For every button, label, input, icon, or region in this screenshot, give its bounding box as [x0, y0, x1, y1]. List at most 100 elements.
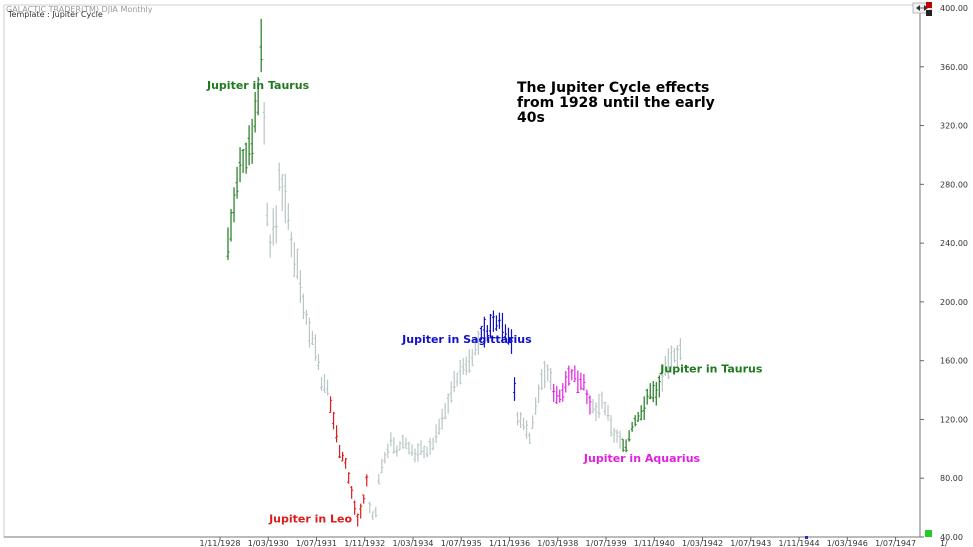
- pin-icon[interactable]: [926, 2, 932, 16]
- ohlc-bar: [289, 231, 293, 258]
- ohlc-bar: [500, 312, 504, 343]
- ohlc-bar: [633, 415, 637, 427]
- ohlc-bar: [283, 173, 287, 224]
- x-tick-label: 1/03/1942: [682, 539, 723, 547]
- ohlc-bar: [229, 208, 233, 242]
- ohlc-bar: [482, 316, 486, 348]
- ohlc-bar: [642, 396, 646, 420]
- ohlc-bar: [392, 437, 396, 454]
- ohlc-bar: [250, 118, 254, 164]
- ohlc-bar: [510, 329, 514, 354]
- timeline-marker: [805, 536, 808, 539]
- ohlc-bar: [549, 368, 553, 391]
- ohlc-bar: [669, 345, 673, 368]
- ohlc-bar: [494, 315, 498, 331]
- ohlc-bar: [621, 438, 625, 452]
- ohlc-bar: [262, 102, 266, 145]
- y-tick-label: 360.00: [940, 63, 968, 72]
- ohlc-bar: [310, 330, 314, 346]
- chart-title-line-2: from 1928 until the early: [517, 95, 715, 111]
- ohlc-bar: [597, 393, 601, 419]
- ohlc-bar: [645, 388, 649, 405]
- x-tick-label: 1/07/1943: [730, 539, 771, 547]
- ohlc-bar: [585, 389, 589, 405]
- ohlc-bar: [368, 501, 372, 514]
- y-tick-label: 200.00: [940, 298, 968, 307]
- y-tick-label: 160.00: [940, 357, 968, 366]
- ohlc-bar: [256, 77, 260, 116]
- annotations: Jupiter in Taurus Jupiter in Leo Jupiter i…: [206, 79, 763, 525]
- ohlc-bar: [467, 349, 471, 373]
- template-label: Template : Jupiter Cycle: [7, 10, 103, 19]
- ohlc-bar: [247, 125, 251, 166]
- ohlc-bar: [226, 227, 230, 260]
- ohlc-bar: [265, 202, 269, 227]
- ohlc-bar: [657, 375, 661, 398]
- ohlc-bar: [335, 425, 339, 443]
- ohlc-bar: [329, 396, 333, 413]
- ohlc-bar: [419, 440, 423, 455]
- ohlc-bar: [440, 408, 444, 430]
- x-axis-ticks: 1/11/1928 1/03/1930 1/07/1931 1/11/1932 1/03…: [199, 537, 948, 547]
- ohlc-bar: [244, 142, 248, 174]
- x-tick-label: 1/11/1936: [489, 539, 530, 547]
- ohlc-bar: [579, 372, 583, 391]
- ohlc-bar: [280, 173, 284, 212]
- ohlc-bar: [615, 429, 619, 443]
- ohlc-bar: [413, 448, 417, 463]
- ohlc-bar: [332, 411, 336, 430]
- annotation-label: Jupiter in Taurus: [206, 79, 310, 92]
- ohlc-bar: [519, 412, 523, 429]
- ohlc-bar: [654, 381, 658, 406]
- ohlc-bar: [313, 334, 317, 361]
- ohlc-bar: [534, 397, 538, 415]
- ohlc-bar: [395, 445, 399, 457]
- ohlc-bar: [522, 417, 526, 431]
- ohlc-bar: [341, 451, 345, 462]
- ohlc-bar: [401, 434, 405, 449]
- ohlc-bar: [437, 418, 441, 435]
- x-tick-label: 1/07/1947: [875, 539, 916, 547]
- ohlc-bar: [268, 234, 272, 258]
- ohlc-bar: [398, 441, 402, 451]
- ohlc-bar: [365, 474, 369, 487]
- ohlc-bar: [362, 494, 366, 504]
- x-tick-label: 1/07/1939: [586, 539, 627, 547]
- ohlc-bar: [434, 424, 438, 443]
- x-tick-label: 1/11/1944: [779, 539, 820, 547]
- ohlc-bar: [552, 383, 556, 403]
- ohlc-bar: [443, 402, 447, 420]
- ohlc-bar: [374, 506, 378, 518]
- ohlc-bar: [651, 381, 655, 403]
- y-axis-ticks: 40.00 80.00 120.00 160.00 200.00 240.00 280.00…: [920, 4, 968, 542]
- ohlc-bar: [286, 203, 290, 230]
- plot-frame: [3, 4, 921, 538]
- y-tick-label: 80.00: [940, 474, 963, 483]
- ohlc-bar: [618, 430, 622, 449]
- ohlc-bar: [528, 432, 532, 444]
- ohlc-bar: [455, 372, 459, 387]
- symbol-line: GALACTIC TRADER(TM) DJIA Monthly: [6, 5, 153, 14]
- ohlc-bar: [235, 166, 239, 199]
- ohlc-bar: [663, 355, 667, 377]
- ohlc-bar: [259, 18, 263, 73]
- ohlc-bar: [491, 310, 495, 332]
- ohlc-bar: [573, 365, 577, 383]
- x-tick-label: 1/07/1935: [441, 539, 482, 547]
- ohlc-bar: [564, 371, 568, 393]
- ohlc-bar: [555, 386, 559, 405]
- ohlc-bar: [567, 365, 571, 386]
- ohlc-bar: [497, 312, 501, 329]
- ohlc-bar: [648, 383, 652, 400]
- ohlc-bar: [304, 309, 308, 325]
- ohlc-bar: [606, 404, 610, 421]
- ohlc-bar: [449, 381, 453, 403]
- ohlc-bar: [377, 474, 381, 485]
- ohlc-bar: [271, 208, 275, 246]
- ohlc-bar: [274, 205, 278, 244]
- x-tick-label: 1/07/1931: [296, 539, 337, 547]
- ohlc-bar: [319, 377, 323, 391]
- ohlc-bar: [675, 345, 679, 367]
- ohlc-bar: [458, 359, 462, 385]
